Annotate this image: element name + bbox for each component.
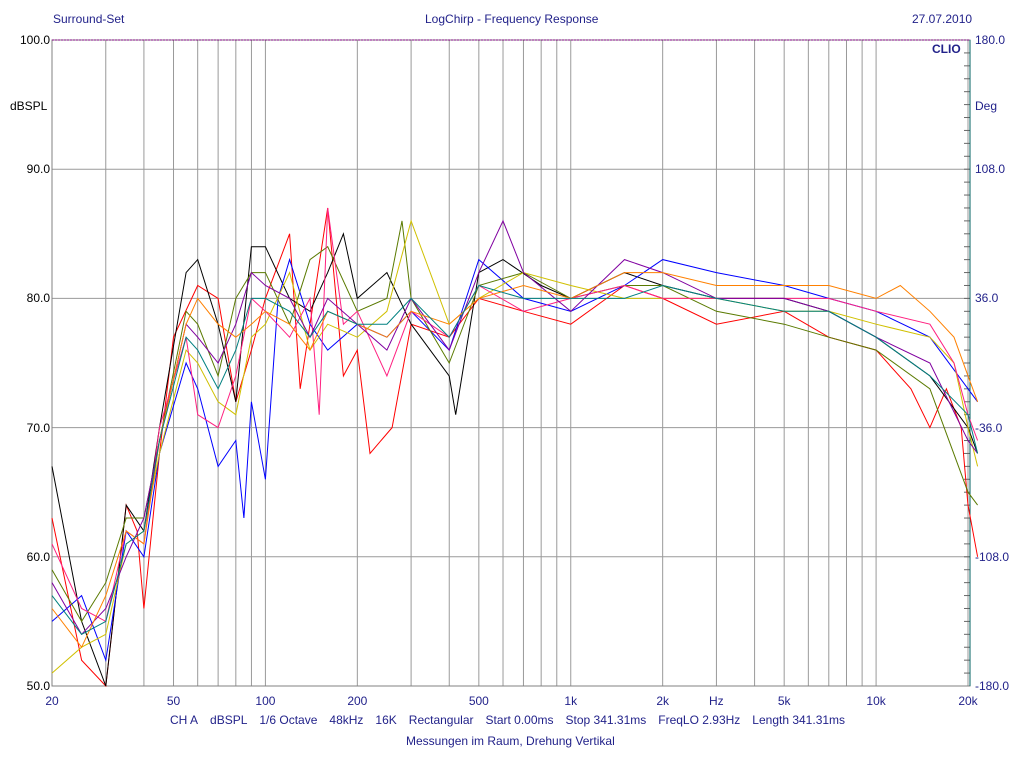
y-tick-label: 100.0 [19, 33, 50, 47]
x-tick-label: 2k [656, 694, 669, 708]
y-axis-label: dBSPL [10, 99, 48, 113]
x-tick-label: 5k [777, 694, 791, 708]
y-tick-label: 50.0 [26, 679, 50, 693]
series-teal [51, 284, 979, 635]
series-magenta [51, 207, 979, 623]
setting-4: 16K [375, 713, 397, 727]
y-tick-label: 60.0 [26, 549, 50, 564]
y2-tick-label: -108.0 [975, 549, 1010, 564]
y2-tick-label: -36.0 [975, 420, 1003, 435]
x-axis-unit: Hz [709, 694, 724, 708]
setting-5: Rectangular [408, 713, 474, 727]
setting-1: dBSPL [210, 713, 248, 727]
chart-title: LogChirp - Frequency Response [425, 12, 599, 26]
setting-6: Start 0.00ms [485, 713, 554, 727]
x-tick-label: 20k [958, 694, 978, 708]
brand-label: CLIO [932, 42, 961, 56]
x-tick-label: 20 [45, 694, 59, 708]
footer-caption: Messungen im Raum, Drehung Vertikal [406, 734, 615, 748]
setting-8: FreqLO 2.93Hz [658, 713, 741, 727]
header-date: 27.07.2010 [912, 12, 973, 26]
y-tick-label: 80.0 [26, 291, 50, 306]
y2-tick-label: 36.0 [975, 291, 999, 306]
setting-0: CH A [170, 713, 199, 727]
series-orange [51, 272, 979, 649]
x-tick-label: 50 [166, 694, 181, 708]
y2-tick-label: -180.0 [975, 679, 1010, 693]
setting-2: 1/6 Octave [259, 713, 318, 727]
y2-tick-label: 108.0 [975, 162, 1006, 177]
y-tick-label: 90.0 [26, 162, 50, 177]
setting-9: Length 341.31ms [752, 713, 846, 727]
y-tick-label: 70.0 [26, 420, 50, 435]
setting-3: 48kHz [329, 713, 364, 727]
x-tick-label: 200 [347, 694, 368, 708]
header-left: Surround-Set [53, 12, 125, 26]
footer-settings: CH A dBSPL 1/6 Octave 48kHz 16K Rectangular St… [170, 713, 845, 727]
x-tick-label: 1k [564, 694, 578, 708]
x-tick-label: 100 [255, 694, 276, 708]
series-blue [51, 257, 979, 663]
y2-axis-label: Deg [975, 99, 998, 113]
y2-tick-label: 180.0 [975, 33, 1006, 47]
x-tick-label: 10k [866, 694, 886, 708]
series-red [51, 207, 979, 688]
setting-7: Stop 341.31ms [565, 713, 647, 727]
series-olive [51, 220, 979, 623]
x-tick-label: 500 [468, 694, 489, 708]
